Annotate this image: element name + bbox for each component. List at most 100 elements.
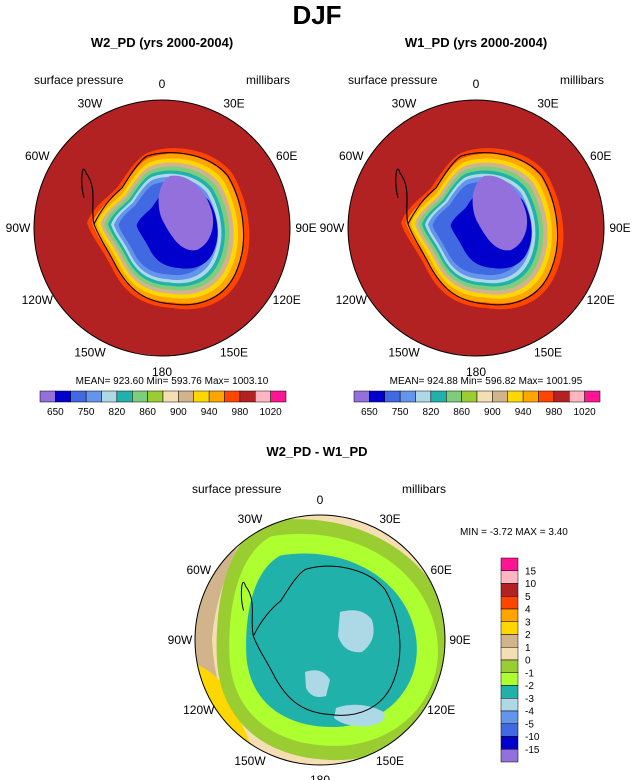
colorbar-swatch [500,659,519,673]
colorbar-swatch [500,723,519,737]
variable-label: surface pressure [348,73,438,87]
colorbar-swatch [39,390,56,403]
colorbar-swatch [500,634,519,648]
lon-label-150w: 150W [74,346,106,360]
map-border [33,99,291,357]
colorbar-tick-label: 1020 [259,407,282,418]
lon-label-30w: 30W [392,96,417,110]
colorbar-tick-label: 940 [201,407,218,418]
colorbar-swatch [500,736,519,750]
colorbar-swatch [208,390,225,403]
colorbar-swatch [415,390,432,403]
colorbar-tick-label: 3 [525,617,531,628]
map-border [347,99,605,357]
lon-label-180: 180 [310,773,330,780]
colorbar-tick-label: -1 [525,668,534,679]
colorbar-swatch [101,390,118,403]
lon-label-150e: 150E [376,754,404,768]
contour-band-650 [472,175,528,251]
colorbar-tick-label: 940 [515,407,532,418]
colorbar-tick-label: 15 [525,566,537,577]
colorbar-swatch [270,390,287,403]
panel-w1: W1_PD (yrs 2000-2004) surface pressure m… [320,35,631,418]
colorbar-tick-label: 5 [525,592,531,603]
lon-label-90w: 90W [6,221,31,235]
colorbar-swatch [162,390,179,403]
lon-label-150w: 150W [234,754,266,768]
colorbar-swatch [500,672,519,686]
lon-label-0: 0 [473,77,480,91]
colorbar-swatch [116,390,133,403]
lon-label-0: 0 [159,77,166,91]
lon-label-90w: 90W [320,221,345,235]
colorbar-swatch [399,390,416,403]
lon-label-150w: 150W [388,346,420,360]
figure-title: DJF [292,0,341,30]
units-label: millibars [246,73,290,87]
lon-label-30e: 30E [379,512,400,526]
colorbar-swatch [369,390,386,403]
pressure-contours [81,148,250,310]
colorbar-swatch [569,390,585,403]
colorbar-tick-label: 820 [109,407,126,418]
stats-text: MEAN= 923.60 Min= 593.76 Max= 1003.10 [76,376,269,387]
lon-label-180: 180 [152,365,172,379]
colorbar-swatch [500,583,519,597]
colorbar-tick-label: 4 [525,605,531,616]
colorbar-swatch [500,621,519,635]
colorbar-tick-label: 900 [484,407,501,418]
colorbar-swatch [353,390,370,403]
panel-title: W2_PD (yrs 2000-2004) [91,35,233,50]
colorbar-swatch [55,390,72,403]
colorbar-swatch [507,390,524,403]
colorbar-tick-label: -10 [525,732,540,743]
colorbar-swatch [500,570,519,584]
lon-label-120w: 120W [22,293,54,307]
colorbar-swatch [255,390,271,403]
lon-label-120e: 120E [587,293,615,307]
lon-label-120e: 120E [427,703,455,717]
lon-label-120w: 120W [183,703,215,717]
variable-label: surface pressure [192,482,282,496]
colorbar-swatch [70,390,87,403]
lon-label-30w: 30W [78,96,103,110]
colorbar-swatch [384,390,401,403]
colorbar-swatch [522,390,539,403]
band-negative-4-c [334,704,385,727]
lon-label-180: 180 [466,365,486,379]
lon-label-120w: 120W [336,293,368,307]
lon-label-60e: 60E [590,149,611,163]
colorbar-swatch [224,390,241,403]
colorbar-tick-label: 750 [392,407,409,418]
colorbar-tick-label: -4 [525,707,534,718]
colorbar-swatch [446,390,462,403]
band-negative-4-a [338,610,374,653]
colorbar-tick-label: 980 [232,407,249,418]
lon-label-60w: 60W [186,563,211,577]
colorbar-tick-label: 1 [525,643,531,654]
colorbar-swatch [193,390,210,403]
colorbar-tick-label: 980 [546,407,563,418]
map [348,100,604,356]
lon-label-60w: 60W [339,149,364,163]
colorbar-swatch [178,390,195,403]
coastline [81,152,245,306]
colorbar-swatch [584,390,601,403]
lon-label-30e: 30E [537,96,558,110]
colorbar-swatch [492,390,509,403]
colorbar-swatch [239,390,256,403]
colorbar-swatch [85,390,102,403]
stats-text: MIN = -3.72 MAX = 3.40 [460,527,568,538]
lon-label-60e: 60E [276,149,297,163]
stats-text: MEAN= 924.88 Min= 596.82 Max= 1001.95 [390,376,583,387]
colorbar-tick-label: 820 [423,407,440,418]
colorbar-swatch [500,698,519,712]
colorbar-swatch [500,596,519,610]
lon-label-60e: 60E [431,563,452,577]
panel-difference: W2_PD - W1_PD surface pressure millibars… [168,444,569,780]
contour-band-650 [158,175,214,251]
panel-w2: W2_PD (yrs 2000-2004) surface pressure m… [6,35,317,418]
units-label: millibars [402,482,446,496]
band-negative-3 [246,553,417,728]
